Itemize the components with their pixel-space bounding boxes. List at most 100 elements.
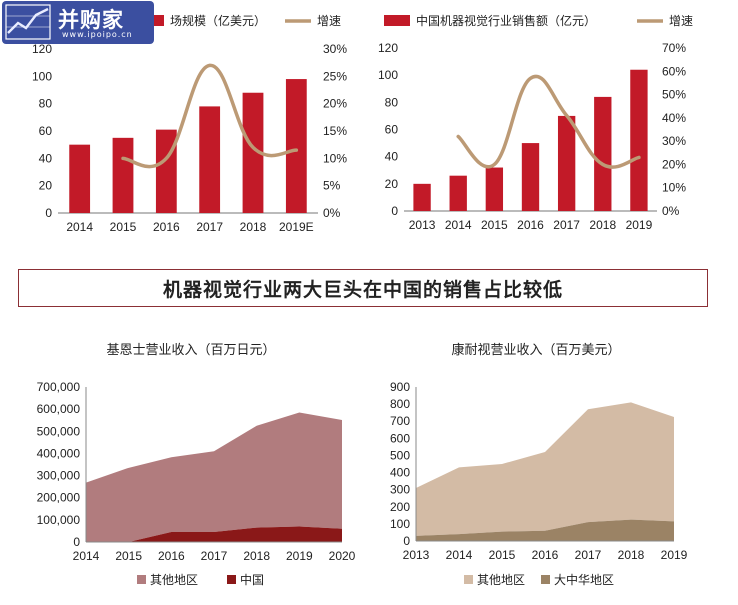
legend-swatch-other-regions bbox=[137, 575, 146, 584]
y-tick-label: 200,000 bbox=[37, 491, 81, 505]
y-tick-label: 300 bbox=[390, 483, 410, 497]
y-right-tick-label: 0% bbox=[323, 206, 341, 220]
y-right-tick-label: 50% bbox=[662, 88, 686, 102]
x-tick-label: 2016 bbox=[153, 220, 180, 234]
y-tick-label: 400,000 bbox=[37, 446, 81, 460]
y-left-tick-label: 60 bbox=[39, 124, 53, 138]
chart-title: 康耐视营业收入（百万美元） bbox=[451, 342, 620, 358]
y-right-tick-label: 70% bbox=[662, 41, 686, 55]
legend-swatch-bar bbox=[384, 15, 410, 26]
y-tick-label: 0 bbox=[403, 534, 410, 548]
x-tick-label: 2019 bbox=[626, 218, 653, 232]
area-china bbox=[86, 526, 342, 542]
y-tick-label: 500 bbox=[390, 448, 410, 462]
legend-label-china: 中国 bbox=[240, 572, 264, 587]
legend-label-other-regions: 其他地区 bbox=[150, 573, 198, 587]
bar bbox=[449, 175, 467, 211]
y-tick-label: 700,000 bbox=[37, 380, 81, 394]
y-left-tick-label: 0 bbox=[45, 206, 52, 220]
y-right-tick-label: 60% bbox=[662, 64, 686, 78]
bar bbox=[594, 96, 612, 211]
x-tick-label: 2017 bbox=[196, 220, 223, 234]
bar bbox=[413, 183, 431, 211]
x-tick-label: 2014 bbox=[445, 218, 472, 232]
logo-chart-icon bbox=[5, 4, 51, 40]
x-tick-label: 2017 bbox=[575, 548, 602, 562]
legend-swatch-greater-china bbox=[541, 575, 550, 584]
chart-title: 基恩士营业收入（百万日元） bbox=[106, 343, 275, 358]
x-tick-label: 2014 bbox=[446, 548, 473, 562]
y-right-tick-label: 20% bbox=[323, 97, 347, 111]
x-tick-label: 2019E bbox=[279, 220, 314, 234]
y-right-tick-label: 15% bbox=[323, 124, 347, 138]
x-tick-label: 2016 bbox=[532, 548, 559, 562]
growth-line bbox=[456, 74, 641, 169]
y-tick-label: 800 bbox=[390, 397, 410, 411]
growth-line bbox=[121, 63, 299, 169]
legend-swatch-china bbox=[227, 575, 236, 584]
x-tick-label: 2017 bbox=[553, 218, 580, 232]
x-tick-label: 2019 bbox=[286, 549, 313, 563]
x-tick-label: 2019 bbox=[661, 548, 688, 562]
y-tick-label: 600,000 bbox=[37, 402, 81, 416]
logo-name: 并购家 bbox=[58, 8, 124, 32]
legend-label-bar: 中国机器视觉行业销售额（亿元） bbox=[416, 13, 596, 28]
cognex-revenue-chart: 0 100 200 300 400 500 600 700 800 900 2013 2014 2015… bbox=[390, 342, 688, 587]
area-greater-china bbox=[416, 519, 674, 541]
y-left-tick-label: 120 bbox=[378, 41, 398, 55]
x-tick-label: 2018 bbox=[589, 218, 616, 232]
y-left-tick-label: 80 bbox=[385, 95, 399, 109]
x-tick-label: 2013 bbox=[409, 218, 436, 232]
x-tick-label: 2014 bbox=[66, 220, 93, 234]
x-tick-label: 2015 bbox=[110, 220, 137, 234]
x-tick-label: 2015 bbox=[489, 548, 516, 562]
x-tick-label: 2018 bbox=[243, 549, 270, 563]
y-tick-label: 200 bbox=[390, 500, 410, 514]
legend-label-greater-china: 大中华地区 bbox=[554, 572, 614, 587]
x-tick-label: 2015 bbox=[115, 549, 142, 563]
legend-label-other-regions: 其他地区 bbox=[477, 573, 525, 587]
y-left-tick-label: 0 bbox=[391, 204, 398, 218]
y-tick-label: 900 bbox=[390, 380, 410, 394]
x-tick-label: 2016 bbox=[517, 218, 544, 232]
x-tick-label: 2013 bbox=[403, 548, 430, 562]
china-sales-chart: 0 20 40 60 80 100 120 0% 10% 20% 30% 40% 50% 60% 70% 20… bbox=[378, 13, 693, 232]
y-tick-label: 500,000 bbox=[37, 424, 81, 438]
y-right-tick-label: 5% bbox=[323, 179, 341, 193]
x-tick-label: 2016 bbox=[158, 549, 185, 563]
bar bbox=[630, 69, 648, 211]
y-tick-label: 100 bbox=[390, 517, 410, 531]
bar bbox=[285, 79, 307, 213]
bar bbox=[521, 143, 540, 211]
y-right-tick-label: 25% bbox=[323, 69, 347, 83]
bar bbox=[557, 115, 576, 211]
y-right-tick-label: 0% bbox=[662, 204, 680, 218]
y-tick-label: 600 bbox=[390, 431, 410, 445]
y-tick-label: 700 bbox=[390, 414, 410, 428]
bar bbox=[242, 92, 264, 213]
y-left-tick-label: 40 bbox=[385, 150, 399, 164]
x-tick-label: 2015 bbox=[481, 218, 508, 232]
legend-label-line: 增速 bbox=[669, 14, 693, 28]
y-left-tick-label: 80 bbox=[39, 97, 53, 111]
y-right-tick-label: 30% bbox=[662, 134, 686, 148]
y-tick-label: 400 bbox=[390, 466, 410, 480]
y-left-tick-label: 40 bbox=[39, 151, 53, 165]
y-right-tick-label: 30% bbox=[323, 42, 347, 56]
y-left-tick-label: 60 bbox=[385, 123, 399, 137]
x-tick-label: 2018 bbox=[240, 220, 267, 234]
y-tick-label: 0 bbox=[73, 535, 80, 549]
bar bbox=[485, 167, 504, 211]
y-tick-label: 100,000 bbox=[37, 513, 81, 527]
bar bbox=[112, 137, 134, 213]
y-tick-label: 300,000 bbox=[37, 469, 81, 483]
x-tick-label: 2014 bbox=[73, 549, 100, 563]
y-right-tick-label: 40% bbox=[662, 111, 686, 125]
x-tick-label: 2020 bbox=[329, 549, 356, 563]
y-right-tick-label: 10% bbox=[323, 151, 347, 165]
y-right-tick-label: 20% bbox=[662, 157, 686, 171]
y-left-tick-label: 100 bbox=[32, 69, 52, 83]
section-banner: 机器视觉行业两大巨头在中国的销售占比较低 bbox=[18, 269, 708, 307]
logo-url: www.ipoipo.cn bbox=[62, 30, 133, 39]
